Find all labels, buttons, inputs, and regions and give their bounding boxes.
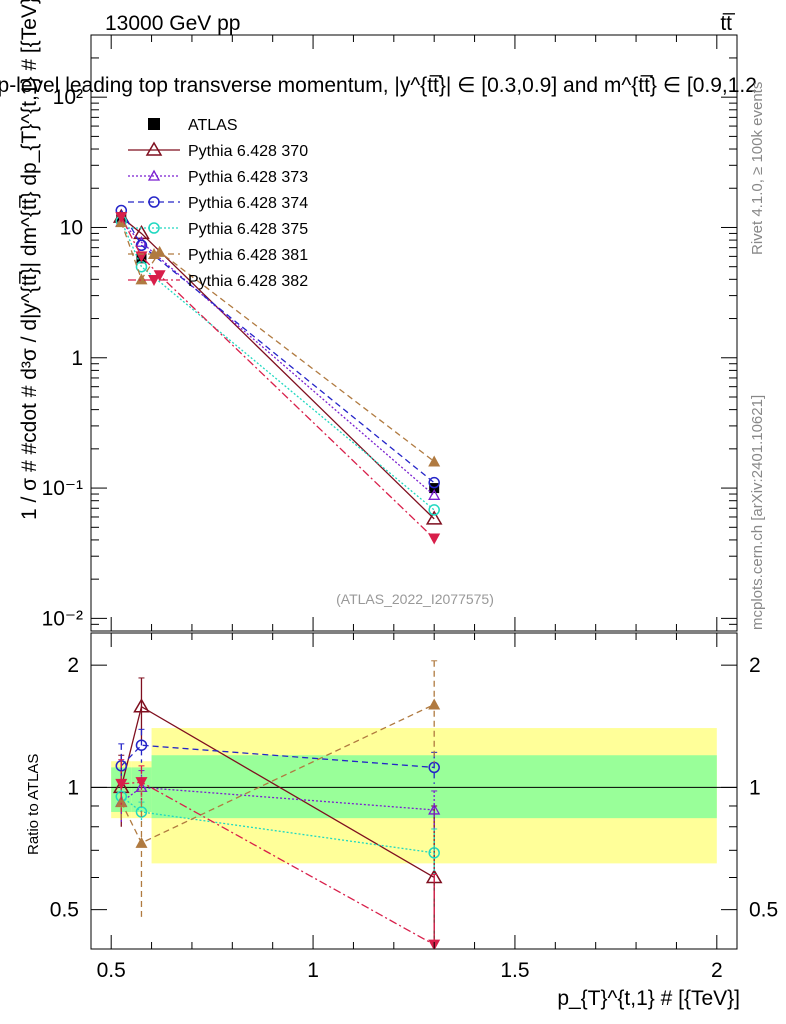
- legend-label: Pythia 6.428 373: [188, 169, 308, 186]
- ratio-series-point: [135, 836, 148, 848]
- x-tick-label: 2: [711, 959, 723, 982]
- series-point: [428, 504, 440, 516]
- ratio-series-point: [135, 777, 148, 789]
- legend-marker: [148, 196, 160, 208]
- ratio-series-point: [428, 698, 441, 710]
- plot-title: top-level leading top transverse momentu…: [0, 74, 757, 97]
- series-line: [120, 221, 435, 496]
- series-point: [428, 533, 441, 545]
- main-axis-ticks: 10⁻² 10⁻¹ 1 10 10²: [42, 34, 737, 632]
- legend-marker: [148, 275, 160, 286]
- mcplots-label: mcplots.cern.ch [arXiv:2401.10621]: [749, 395, 766, 630]
- x-tick-label: 0.5: [97, 959, 126, 982]
- legend-label: Pythia 6.428 382: [188, 273, 308, 290]
- ratio-series-point: [135, 739, 148, 751]
- series-line: [120, 221, 435, 462]
- ratio-y-tick-label: 2: [67, 654, 79, 677]
- y-tick-label: 1: [71, 347, 83, 370]
- ratio-y-axis-label: Ratio to ATLAS: [25, 754, 42, 855]
- legend-marker: [148, 222, 160, 234]
- x-tick-label: 1.5: [500, 959, 529, 982]
- ratio-series-line: [120, 744, 435, 769]
- ratio-y-tick-label: 1: [67, 776, 79, 799]
- legend-label: Pythia 6.428 375: [188, 221, 308, 238]
- ratio-y-tick-label-right: 2: [749, 654, 761, 677]
- ratio-frame: [90, 632, 738, 950]
- main-panel: 10⁻² 10⁻¹ 1 10 10² (ATLAS_2022_I2077575) 1 /…: [18, 0, 738, 632]
- ratio-series-point: [115, 796, 128, 808]
- ratio-panel: 0.5 0.5 1 1 2 2 Ratio to ATLAS: [25, 632, 778, 950]
- series-line: [120, 210, 435, 484]
- analysis-watermark: (ATLAS_2022_I2077575): [336, 591, 494, 607]
- legend-label: Pythia 6.428 374: [188, 195, 308, 212]
- rivet-version-label: Rivet 4.1.0, ≥ 100k events: [749, 82, 766, 255]
- ratio-plot-area: [91, 660, 737, 949]
- series-point: [115, 212, 128, 224]
- x-axis-tick-labels: 0.5 1 1.5 2: [97, 959, 723, 982]
- series-point: [135, 273, 148, 285]
- legend: ATLAS Pythia 6.428 370 Pythia 6.428 373 Pyt…: [128, 117, 308, 290]
- ratio-series-point: [428, 847, 440, 859]
- series-point: [425, 510, 443, 525]
- ratio-y-tick-label: 0.5: [50, 899, 79, 922]
- legend-label: Pythia 6.428 381: [188, 247, 308, 264]
- series-point: [428, 476, 440, 489]
- series-point: [153, 270, 166, 282]
- series-line: [120, 220, 435, 511]
- ratio-series-point: [133, 698, 150, 713]
- y-tick-label: 10⁻²: [42, 607, 83, 630]
- main-frame: [90, 34, 738, 632]
- process-label: tt̅: [720, 12, 736, 35]
- y-tick-label: 10: [60, 216, 83, 239]
- legend-label: Pythia 6.428 370: [188, 143, 308, 160]
- y-tick-label: 10²: [53, 86, 83, 109]
- legend-marker: [147, 169, 161, 181]
- legend-marker: [148, 248, 160, 259]
- x-axis-label: p_{T}^{t,1} # [{TeV}]: [557, 987, 740, 1010]
- ratio-y-tick-label-right: 0.5: [749, 899, 778, 922]
- ratio-y-tick-label-right: 1: [749, 776, 761, 799]
- legend-marker: [148, 118, 160, 130]
- series-line: [120, 216, 435, 539]
- series-point: [428, 455, 441, 467]
- ratio-series-point: [428, 803, 441, 815]
- legend-label: ATLAS: [188, 117, 238, 134]
- y-axis-label: 1 / σ # #cdot # d³σ / d|y^{tt̅}| dm^{tt̅…: [18, 0, 41, 520]
- legend-marker: [145, 141, 163, 156]
- series-point: [428, 488, 441, 500]
- x-tick-label: 1: [307, 959, 319, 982]
- energy-label: 13000 GeV pp: [105, 12, 240, 35]
- ratio-axis-ticks: 0.5 0.5 1 1 2 2: [50, 633, 778, 950]
- ratio-series-point: [115, 778, 128, 790]
- series-point: [135, 239, 148, 252]
- y-tick-label: 10⁻¹: [42, 477, 83, 500]
